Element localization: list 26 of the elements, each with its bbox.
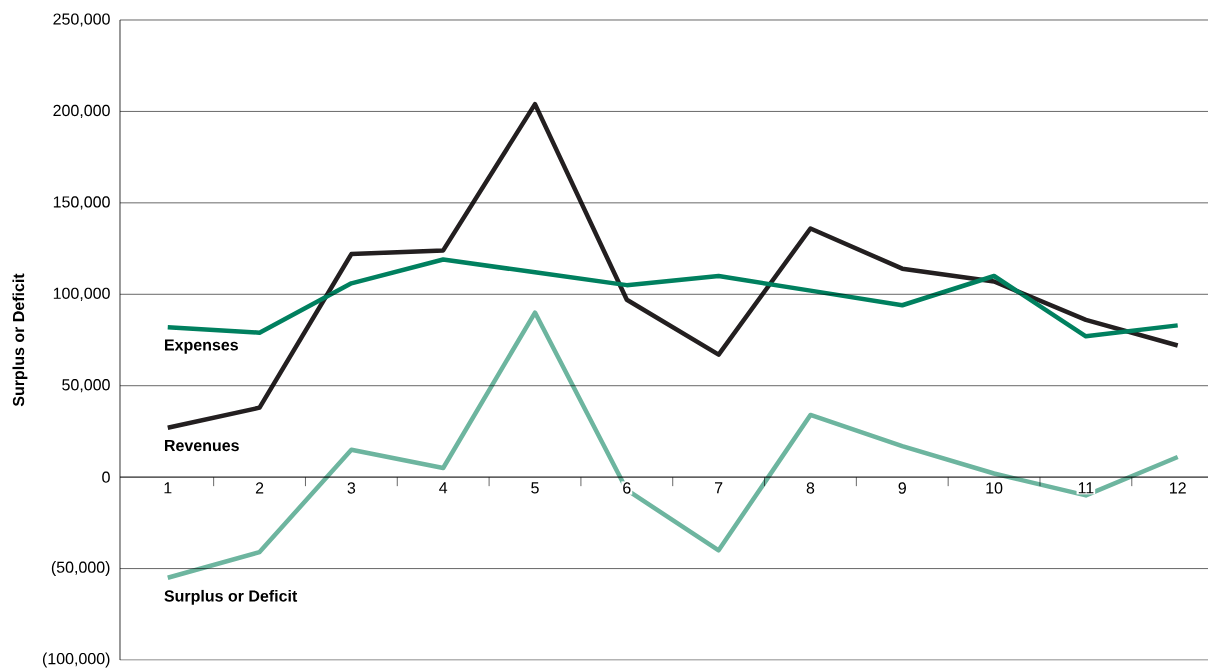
y-tick-label: 100,000 <box>53 287 110 301</box>
y-tick-label: (50,000) <box>51 561 110 577</box>
y-tick-label: 150,000 <box>53 196 110 210</box>
series-label: Revenues <box>165 439 239 452</box>
line-series <box>165 101 1180 431</box>
series-label: Surplus or Deficit <box>164 589 298 605</box>
x-tick-label: 12 <box>1170 482 1186 494</box>
x-tick-label: 10 <box>986 482 1003 494</box>
x-tick-label: 4 <box>439 482 448 494</box>
y-tick-label: (100,000) <box>42 652 110 668</box>
x-tick-label: 7 <box>715 482 723 494</box>
x-tick-label: 11 <box>1078 482 1094 494</box>
series-label: Expenses <box>165 339 238 354</box>
x-tick-label: 1 <box>164 482 172 494</box>
x-tick-label: 6 <box>623 482 631 494</box>
line-series <box>165 257 1180 339</box>
y-tick-label: 50,000 <box>62 379 110 393</box>
x-tick-label: 8 <box>806 482 815 494</box>
y-tick-label: 200,000 <box>53 104 110 119</box>
x-tick-label: 2 <box>255 482 264 494</box>
y-tick-label: 250,000 <box>53 13 110 27</box>
y-tick-label: 0 <box>102 471 110 483</box>
x-tick-label: 3 <box>347 482 356 494</box>
x-tick-label: 9 <box>898 482 906 494</box>
y-axis-title: Surplus or Deficit <box>12 273 28 407</box>
x-tick-label: 5 <box>531 482 539 494</box>
